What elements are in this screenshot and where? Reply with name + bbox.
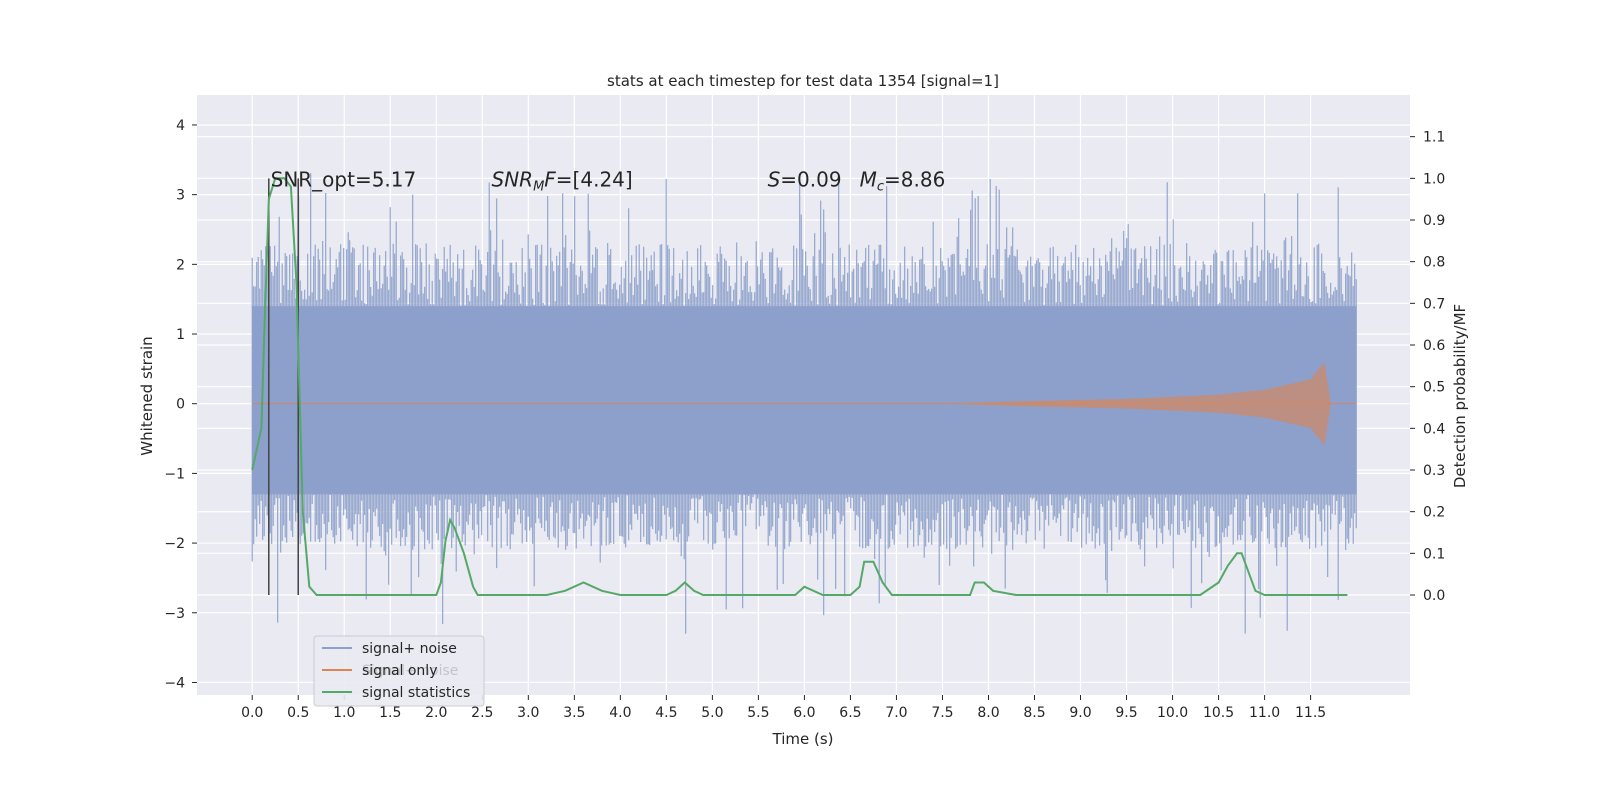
y-tick-label-7: 3 (176, 188, 185, 204)
legend-label-1: signal only (362, 663, 437, 679)
y2-axis-label: Detection probability/MF (1451, 304, 1469, 488)
x-tick-label-8: 4.0 (609, 705, 631, 721)
legend-underlay-text: Signal+ noise (362, 663, 458, 679)
y2-tick-label-5: 0.5 (1423, 380, 1445, 396)
x-tick-label-20: 10.0 (1157, 705, 1188, 721)
series-signal-statistics (251, 177, 1348, 596)
y2-tick-label-8: 0.8 (1423, 255, 1445, 271)
x-tick-label-9: 4.5 (655, 705, 677, 721)
annotation-s: S=0.09 (768, 168, 842, 192)
y2-tick-label-0: 0.0 (1423, 588, 1445, 604)
x-tick-label-7: 3.5 (563, 705, 585, 721)
y2-tick-label-9: 0.9 (1423, 213, 1445, 229)
x-tick-label-15: 7.5 (931, 705, 953, 721)
x-axis-label: Time (s) (772, 730, 834, 748)
y2-tick-label-6: 0.6 (1423, 338, 1445, 354)
legend-label-0: signal+ noise (362, 641, 457, 657)
y-axis-label: Whitened strain (138, 336, 156, 455)
y2-tick-label-2: 0.2 (1423, 505, 1445, 521)
y2-tick-label-3: 0.3 (1423, 463, 1445, 479)
stats-line (251, 177, 1348, 596)
x-tick-label-5: 2.5 (471, 705, 493, 721)
x-tick-label-10: 5.0 (701, 705, 723, 721)
vertical-markers (268, 178, 299, 595)
y-tick-label-5: 1 (176, 327, 185, 343)
y-tick-label-3: −1 (164, 466, 185, 482)
y2-tick-label-11: 1.1 (1423, 130, 1445, 146)
x-tick-label-17: 8.5 (1023, 705, 1045, 721)
x-tick-label-14: 7.0 (885, 705, 907, 721)
x-tick-label-13: 6.5 (839, 705, 861, 721)
x-tick-label-19: 9.5 (1115, 705, 1137, 721)
y2-tick-label-7: 0.7 (1423, 296, 1445, 312)
x-tick-label-2: 1.0 (333, 705, 355, 721)
x-axis: 0.0 0.5 1.0 1.5 2.0 2.5 3.0 3.5 4.0 4.5 5.0 5.5 6.0 6… (241, 695, 1326, 721)
x-tick-label-22: 11.0 (1249, 705, 1280, 721)
y-tick-label-8: 4 (176, 118, 185, 134)
x-tick-label-6: 3.0 (517, 705, 539, 721)
legend-label-2: signal statistics (362, 685, 470, 701)
y-axis: −4 −3 −2 −1 0 1 2 3 4 (164, 118, 197, 691)
x-tick-label-18: 9.0 (1069, 705, 1091, 721)
annotations: SNR_opt=5.17 SNRMF=[4.24] S=0.09 Mc=8.86 (271, 168, 946, 195)
y-tick-label-6: 2 (176, 257, 185, 273)
y-tick-label-0: −4 (164, 675, 185, 691)
x-tick-label-11: 5.5 (747, 705, 769, 721)
legend: Signal+ noise signal+ noise signal only sig… (313, 635, 485, 707)
annotation-mc: Mc=8.86 (860, 168, 946, 195)
x-tick-label-16: 8.0 (977, 705, 999, 721)
y-tick-label-1: −3 (164, 606, 185, 622)
legend-box (313, 635, 485, 707)
x-tick-label-12: 6.0 (793, 705, 815, 721)
x-tick-label-0: 0.0 (241, 705, 263, 721)
y-tick-label-2: −2 (164, 536, 185, 552)
y-tick-label-4: 0 (176, 397, 185, 413)
x-tick-label-4: 2.0 (425, 705, 447, 721)
chart-title: stats at each timestep for test data 135… (607, 72, 999, 90)
x-tick-label-23: 11.5 (1295, 705, 1326, 721)
x-tick-label-3: 1.5 (379, 705, 401, 721)
annotation-snr-mf: SNRMF=[4.24] (492, 168, 633, 195)
series-signal-only (252, 361, 1357, 446)
y2-tick-label-4: 0.4 (1423, 421, 1445, 437)
y2-tick-label-1: 0.1 (1423, 546, 1445, 562)
annotation-snr-opt: SNR_opt=5.17 (271, 168, 417, 192)
x-tick-label-1: 0.5 (287, 705, 309, 721)
y2-tick-label-10: 1.0 (1423, 171, 1445, 187)
y2-axis: 0.0 0.1 0.2 0.3 0.4 0.5 0.6 0.7 0.8 0.9 1.0 1.1 (1410, 130, 1445, 604)
x-tick-label-21: 10.5 (1203, 705, 1234, 721)
